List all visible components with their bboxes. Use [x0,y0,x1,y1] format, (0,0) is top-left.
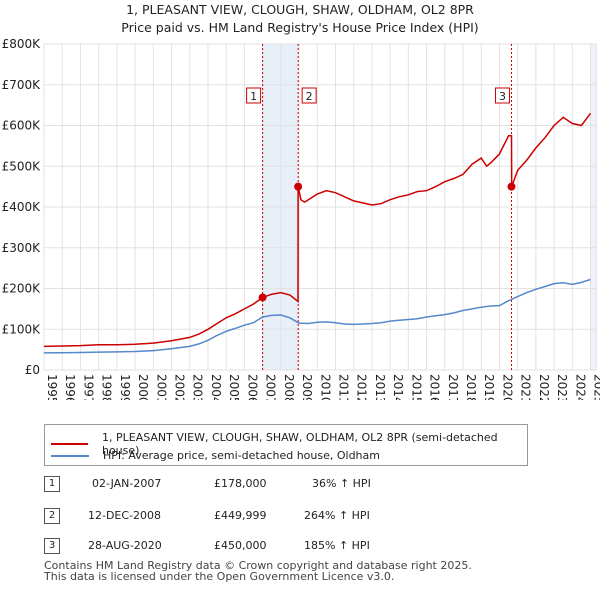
y-tick-label: £300K [2,241,42,255]
y-tick-label: £200K [2,282,42,296]
legend-hpi-label: HPI: Average price, semi-detached house,… [103,449,380,462]
x-tick-label: 2018 [464,374,478,400]
x-tick-label: 2006 [245,374,259,400]
transaction-number: 2 [44,508,60,524]
x-tick-label: 2001 [154,374,168,400]
x-tick-label: 1998 [100,374,114,400]
transaction-price: £450,000 [214,539,267,552]
sale-label-box [301,87,317,104]
hpi-line [43,278,591,354]
y-tick-label: £400K [2,200,42,214]
x-tick-label: 2004 [209,374,223,400]
x-tick-label: 2023 [555,374,569,400]
x-tick-label: 2014 [391,374,405,400]
y-tick-label: £800K [2,37,42,51]
x-tick-label: 2017 [446,374,460,400]
sale-label-box [494,87,510,104]
footer-copyright: Contains HM Land Registry data © Crown c… [44,559,472,572]
x-tick-label: 2011 [336,374,350,400]
chart-subtitle: Price paid vs. HM Land Registry's House … [121,20,479,35]
x-tick-label: 1999 [118,374,132,400]
transaction-hpi: 185% ↑ HPI [304,539,370,552]
transaction-date: 12-DEC-2008 [88,509,162,522]
x-tick-label: 2024 [573,374,587,400]
transaction-hpi: 36% ↑ HPI [312,477,371,490]
x-tick-label: 2016 [428,374,442,400]
x-tick-label: 2012 [355,374,369,400]
chart-title: 1, PLEASANT VIEW, CLOUGH, SHAW, OLDHAM, … [126,2,474,17]
legend-hpi-swatch [51,454,89,457]
x-tick-label: 2015 [409,374,423,400]
footer-licence: This data is licensed under the Open Gov… [44,570,395,583]
table-row: 2 12-DEC-2008 £449,999 264% ↑ HPI [44,508,464,526]
x-tick-label: 1997 [81,374,95,400]
sale-label: 2 [306,90,313,103]
transaction-number: 1 [44,476,60,492]
x-tick-label: 2000 [136,374,150,400]
x-tick-label: 2019 [482,374,496,400]
x-tick-label: 2013 [373,374,387,400]
x-tick-label: 2005 [227,374,241,400]
x-tick-label: 2010 [318,374,332,400]
legend-hpi: HPI: Average price, semi-detached house,… [51,449,380,462]
transaction-number: 3 [44,538,60,554]
y-tick-label: £600K [2,119,42,133]
sale-point [258,293,267,302]
x-tick-label: 2009 [300,374,314,400]
footer: Contains HM Land Registry data © Crown c… [44,560,472,582]
sale-label-box [246,87,262,104]
transaction-date: 28-AUG-2020 [88,539,162,552]
sale-label: 3 [499,90,506,103]
table-row: 3 28-AUG-2020 £450,000 185% ↑ HPI [44,538,464,556]
legend-property: 1, PLEASANT VIEW, CLOUGH, SHAW, OLDHAM, … [51,431,527,457]
x-tick-label: 2021 [519,374,533,400]
legend-property-label: 1, PLEASANT VIEW, CLOUGH, SHAW, OLDHAM, … [101,431,498,457]
y-tick-label: £100K [2,322,42,336]
price-chart: £0 £100K £200K £300K £400K £500K £600K £700K £80… [2,37,600,400]
x-tick-label: 2020 [500,374,514,400]
transaction-price: £178,000 [214,477,267,490]
legend: 1, PLEASANT VIEW, CLOUGH, SHAW, OLDHAM, … [44,424,528,466]
x-tick-label: 2025 [592,374,600,400]
y-tick-label: £700K [2,78,42,92]
sale-point [507,182,516,191]
property-price-line [43,112,592,348]
y-tick-label: £0 [25,363,40,377]
transaction-hpi: 264% ↑ HPI [304,509,370,522]
x-tick-label: 2002 [173,374,187,400]
x-tick-label: 2007 [264,374,278,400]
sale-label: 1 [250,90,257,103]
y-tick-label: £500K [2,159,42,173]
x-tick-label: 1996 [63,374,77,400]
x-tick-label: 2003 [191,374,205,400]
transaction-price: £449,999 [214,509,267,522]
table-row: 1 02-JAN-2007 £178,000 36% ↑ HPI [44,476,464,494]
x-tick-label: 2022 [537,374,551,400]
x-tick-label: 2008 [282,374,296,400]
transaction-date: 02-JAN-2007 [92,477,162,490]
x-tick-label: 1995 [45,374,59,400]
legend-property-swatch [51,443,88,445]
sale-point [294,182,303,191]
